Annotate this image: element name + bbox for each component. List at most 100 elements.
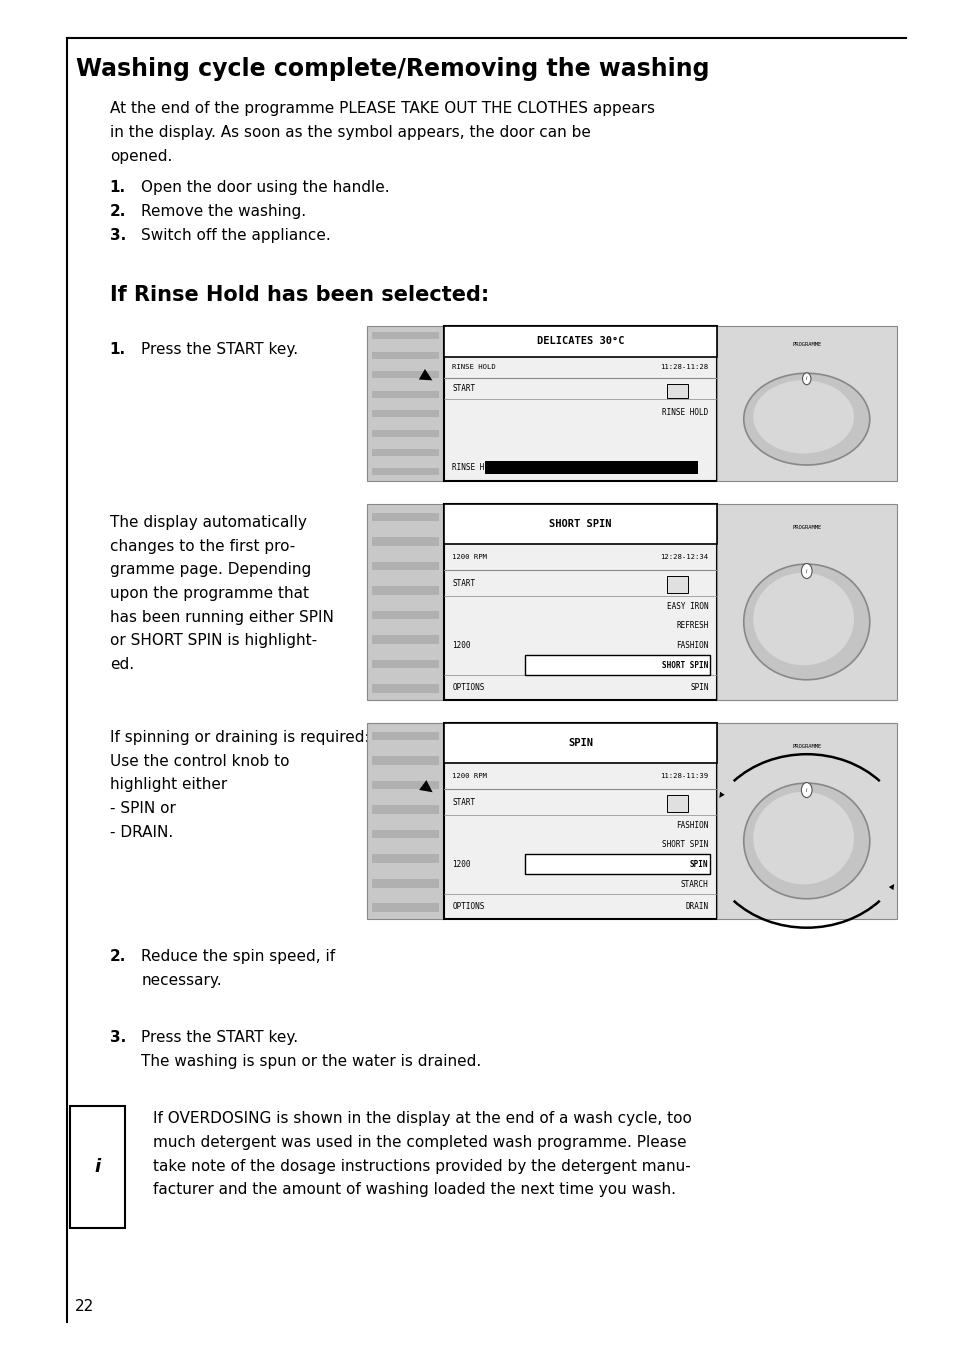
Text: opened.: opened.	[110, 149, 172, 164]
FancyBboxPatch shape	[716, 326, 896, 481]
Text: necessary.: necessary.	[141, 973, 222, 988]
Text: START: START	[452, 579, 475, 588]
FancyBboxPatch shape	[443, 504, 716, 544]
Text: Switch off the appliance.: Switch off the appliance.	[141, 227, 331, 243]
Text: 1.: 1.	[110, 342, 126, 357]
Text: has been running either SPIN: has been running either SPIN	[110, 610, 334, 625]
Ellipse shape	[743, 373, 869, 465]
FancyBboxPatch shape	[716, 504, 896, 700]
Circle shape	[801, 373, 810, 385]
FancyBboxPatch shape	[443, 326, 716, 481]
Text: 3.: 3.	[110, 1030, 126, 1045]
Ellipse shape	[753, 380, 853, 453]
Text: 22: 22	[74, 1299, 93, 1314]
Text: Reduce the spin speed, if: Reduce the spin speed, if	[141, 949, 335, 964]
Text: DRAIN: DRAIN	[684, 902, 708, 911]
FancyBboxPatch shape	[372, 372, 439, 379]
Text: 1200: 1200	[452, 860, 470, 869]
Text: 1.: 1.	[110, 180, 126, 196]
Text: PROGRAMME: PROGRAMME	[791, 342, 821, 347]
Text: START: START	[452, 384, 475, 393]
FancyBboxPatch shape	[666, 795, 687, 811]
Text: FASHION: FASHION	[676, 821, 708, 830]
FancyBboxPatch shape	[372, 903, 439, 913]
Text: SHORT SPIN: SHORT SPIN	[661, 841, 708, 849]
Text: - DRAIN.: - DRAIN.	[110, 825, 172, 840]
Text: 11:28-11:28: 11:28-11:28	[659, 365, 708, 370]
Text: SPIN: SPIN	[689, 683, 708, 692]
FancyBboxPatch shape	[372, 660, 439, 668]
Text: upon the programme that: upon the programme that	[110, 587, 309, 602]
FancyBboxPatch shape	[367, 326, 443, 481]
Text: RINSE H.: RINSE H.	[452, 464, 489, 472]
Text: i: i	[94, 1157, 100, 1176]
FancyBboxPatch shape	[372, 449, 439, 456]
Ellipse shape	[743, 564, 869, 680]
Text: REFRESH: REFRESH	[676, 622, 708, 630]
Text: take note of the dosage instructions provided by the detergent manu-: take note of the dosage instructions pro…	[152, 1159, 690, 1174]
Text: PROGRAMME: PROGRAMME	[791, 526, 821, 530]
Ellipse shape	[753, 573, 853, 665]
FancyBboxPatch shape	[372, 587, 439, 595]
FancyBboxPatch shape	[716, 723, 896, 919]
FancyBboxPatch shape	[372, 756, 439, 765]
FancyBboxPatch shape	[524, 656, 709, 675]
Text: i: i	[805, 376, 806, 381]
Text: 2.: 2.	[110, 949, 126, 964]
Text: ed.: ed.	[110, 657, 133, 672]
Text: facturer and the amount of washing loaded the next time you wash.: facturer and the amount of washing loade…	[152, 1182, 675, 1198]
Text: highlight either: highlight either	[110, 777, 227, 792]
Text: If spinning or draining is required:: If spinning or draining is required:	[110, 730, 369, 745]
Text: DELICATES 30°C: DELICATES 30°C	[537, 337, 623, 346]
Text: changes to the first pro-: changes to the first pro-	[110, 538, 294, 554]
Text: RINSE HOLD: RINSE HOLD	[452, 365, 496, 370]
FancyBboxPatch shape	[372, 410, 439, 418]
Text: - SPIN or: - SPIN or	[110, 800, 175, 817]
FancyBboxPatch shape	[372, 512, 439, 522]
Text: SHORT SPIN: SHORT SPIN	[661, 661, 708, 669]
Text: SHORT SPIN: SHORT SPIN	[549, 519, 611, 529]
Text: The washing is spun or the water is drained.: The washing is spun or the water is drai…	[141, 1055, 481, 1069]
Text: Press the START key.: Press the START key.	[141, 1030, 298, 1045]
FancyBboxPatch shape	[372, 611, 439, 619]
Text: 1200: 1200	[452, 641, 470, 650]
FancyBboxPatch shape	[367, 504, 443, 700]
Text: SPIN: SPIN	[567, 738, 592, 748]
Ellipse shape	[743, 783, 869, 899]
FancyBboxPatch shape	[372, 352, 439, 358]
Text: STARCH: STARCH	[680, 880, 708, 888]
Text: or SHORT SPIN is highlight-: or SHORT SPIN is highlight-	[110, 633, 316, 649]
FancyBboxPatch shape	[524, 854, 709, 875]
FancyBboxPatch shape	[443, 723, 716, 763]
FancyBboxPatch shape	[372, 830, 439, 838]
Text: 3.: 3.	[110, 227, 126, 243]
FancyBboxPatch shape	[372, 854, 439, 863]
FancyBboxPatch shape	[372, 391, 439, 397]
FancyBboxPatch shape	[372, 731, 439, 741]
Text: OPTIONS: OPTIONS	[452, 683, 484, 692]
FancyBboxPatch shape	[372, 537, 439, 546]
Text: Open the door using the handle.: Open the door using the handle.	[141, 180, 390, 196]
FancyBboxPatch shape	[372, 561, 439, 571]
Ellipse shape	[753, 792, 853, 884]
FancyBboxPatch shape	[666, 576, 687, 592]
Text: 11:28-11:39: 11:28-11:39	[659, 773, 708, 779]
Text: 1200 RPM: 1200 RPM	[452, 554, 487, 560]
Circle shape	[801, 564, 811, 579]
Text: 2.: 2.	[110, 204, 126, 219]
Text: SPIN: SPIN	[689, 860, 708, 869]
Text: i: i	[805, 788, 806, 792]
Text: i: i	[805, 569, 806, 573]
Text: RINSE HOLD: RINSE HOLD	[661, 408, 708, 418]
FancyBboxPatch shape	[372, 430, 439, 437]
Text: Press the START key.: Press the START key.	[141, 342, 298, 357]
FancyBboxPatch shape	[443, 504, 716, 700]
FancyBboxPatch shape	[70, 1106, 125, 1228]
Text: At the end of the programme PLEASE TAKE OUT THE CLOTHES appears: At the end of the programme PLEASE TAKE …	[110, 101, 654, 116]
Text: START: START	[452, 798, 475, 807]
FancyBboxPatch shape	[372, 635, 439, 644]
Text: Remove the washing.: Remove the washing.	[141, 204, 306, 219]
Text: FASHION: FASHION	[676, 641, 708, 650]
FancyBboxPatch shape	[484, 461, 697, 475]
Text: Use the control knob to: Use the control knob to	[110, 754, 289, 769]
